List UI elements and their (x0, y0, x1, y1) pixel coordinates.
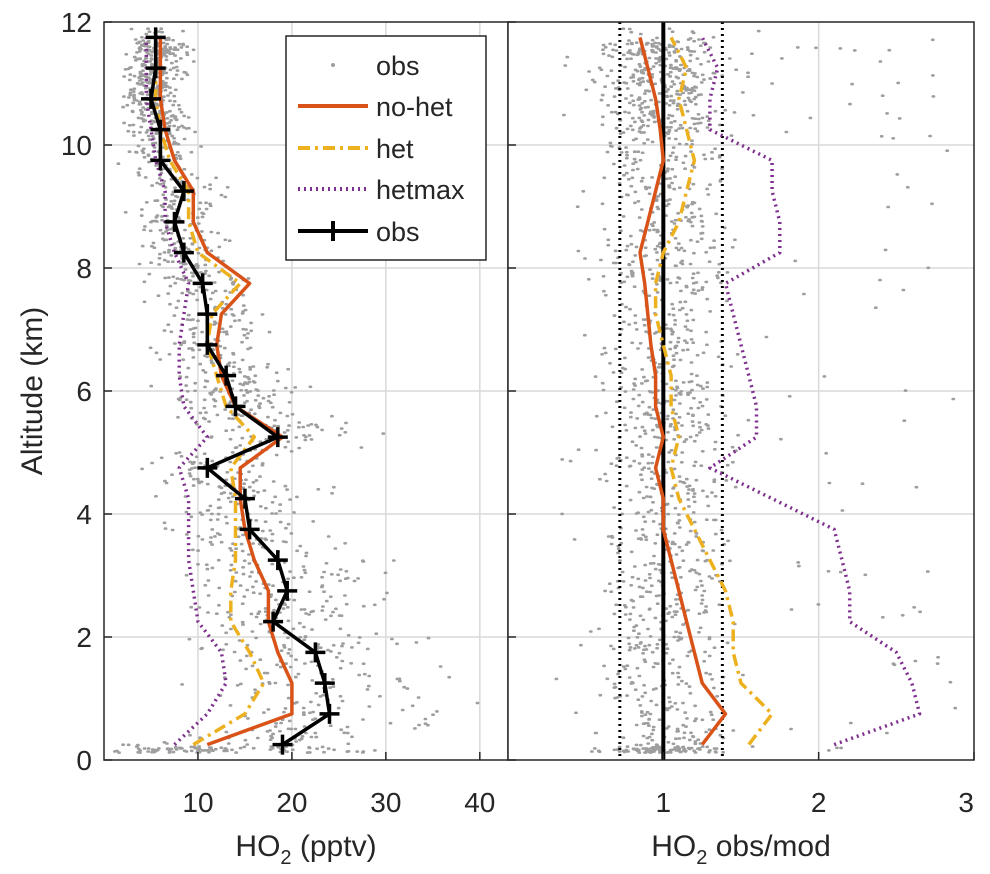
left-line-het (153, 37, 266, 747)
legend-label-hetmax: hetmax (376, 175, 465, 205)
legend-box (285, 35, 487, 261)
left-obs-marker (267, 550, 288, 571)
right-xlabel-main: HO (651, 830, 696, 863)
right-line-het (653, 36, 774, 746)
right-obs-points (554, 27, 958, 754)
right-xtick-label: 2 (811, 787, 827, 818)
left-line-hetmax (144, 37, 228, 746)
left-ytick-label: 4 (76, 499, 92, 530)
left-xtick-label: 10 (182, 787, 213, 818)
left-obs-marker (145, 58, 166, 79)
left-obs-marker (192, 273, 213, 294)
left-obs-marker (216, 365, 237, 386)
right-series-lines (638, 36, 922, 747)
left-xlabel-rest: (pptv) (292, 830, 377, 863)
legend-entry-obs-mean: obs (298, 217, 420, 247)
legend-swatch-obs-marker (323, 221, 343, 241)
left-line-no-het (158, 37, 294, 747)
left-obs-marker (173, 242, 194, 263)
left-obs-marker (150, 150, 171, 171)
left-obs-marker (197, 457, 218, 478)
left-ytick-label: 0 (76, 745, 92, 776)
left-ytick-label: 2 (76, 622, 92, 653)
right-xlabel-sub: 2 (696, 847, 707, 869)
left-obs-marker (173, 181, 194, 202)
right-xtick-label: 1 (656, 787, 672, 818)
left-obs-marker (150, 119, 171, 140)
legend-label-het: het (376, 134, 414, 164)
right-xtick-label: 3 (958, 787, 974, 818)
left-obs-marker (140, 88, 161, 109)
left-xtick-label: 40 (464, 787, 495, 818)
left-ytick-label: 8 (76, 253, 92, 284)
left-obs-marker (267, 427, 288, 448)
left-obs-marker (197, 334, 218, 355)
left-obs-marker (145, 27, 166, 48)
left-ytick-label: 10 (61, 130, 92, 161)
right-obs-scatter (554, 27, 958, 754)
legend-entry-obs-points: obs (376, 51, 420, 81)
left-xlabel-sub: 2 (280, 847, 291, 869)
left-obs-marker (234, 488, 255, 509)
right-xlabel-rest: obs/mod (707, 830, 830, 863)
left-xtick-label: 30 (370, 787, 401, 818)
legend: obs no-het het hetmax obs (285, 35, 487, 261)
right-xlabel: HO2 obs/mod (651, 830, 831, 869)
left-grid (104, 22, 508, 760)
left-xlabel-main: HO (235, 830, 280, 863)
left-obs-marker (272, 734, 293, 755)
left-series-lines (140, 27, 340, 755)
left-ytick-label: 12 (61, 7, 92, 38)
legend-entry-hetmax: hetmax (298, 175, 465, 205)
left-obs-marker (305, 642, 326, 663)
legend-label-no-het: no-het (376, 92, 453, 122)
left-obs-marker (164, 211, 185, 232)
right-line-no-het (638, 36, 728, 746)
left-xlabel: HO2 (pptv) (235, 830, 376, 869)
left-tick-labels: 10 20 30 40 0 2 4 6 8 10 12 (61, 7, 496, 818)
left-ytick-label: 6 (76, 376, 92, 407)
legend-label-obs-mean: obs (376, 217, 420, 247)
right-tick-labels: 1 2 3 (508, 21, 975, 818)
left-obs-marker (319, 703, 340, 724)
legend-entry-het: het (298, 134, 414, 164)
left-obs-marker (197, 304, 218, 325)
left-ylabel: Altitude (km) (16, 307, 49, 475)
left-obs-marker (314, 673, 335, 694)
left-obs-marker (263, 611, 284, 632)
left-xtick-label: 20 (276, 787, 307, 818)
legend-label-obs-points: obs (376, 51, 420, 81)
left-obs-marker (225, 396, 246, 417)
legend-swatch-obs-points (331, 63, 335, 67)
left-obs-marker (239, 519, 260, 540)
left-obs-marker (277, 580, 298, 601)
legend-entry-no-het: no-het (298, 92, 453, 122)
